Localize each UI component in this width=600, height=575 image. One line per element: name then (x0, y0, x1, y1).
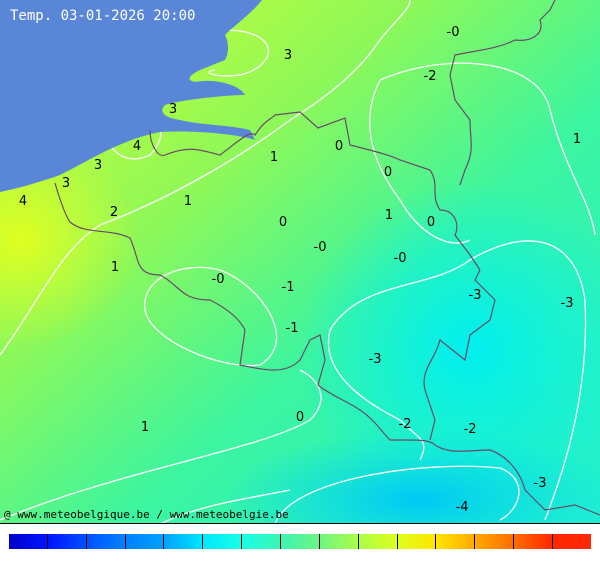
temperature-label: -2 (424, 69, 437, 84)
temperature-label: -2 (399, 417, 412, 432)
temperature-label: 1 (111, 260, 119, 275)
temperature-label: 3 (284, 48, 292, 63)
temperature-label: -0 (394, 251, 407, 266)
color-scale-segment (164, 534, 204, 549)
temperature-label: 4 (19, 194, 27, 209)
temperature-label: 1 (385, 208, 393, 223)
temperature-label: 4 (133, 139, 141, 154)
color-scale-bar (9, 534, 591, 549)
temperature-label: 0 (384, 165, 392, 180)
color-scale-segment (397, 534, 437, 549)
color-scale-segment (242, 534, 282, 549)
color-scale-segment (475, 534, 515, 549)
sea (0, 0, 262, 192)
temperature-label: -4 (456, 500, 469, 515)
color-scale-segment (281, 534, 320, 549)
color-scale-segment (203, 534, 243, 549)
temperature-label: -3 (369, 352, 382, 367)
temperature-label: -0 (212, 272, 225, 287)
temperature-labels: -0 -2 3 3 1 4 3 1 0 0 3 2 1 0 1 0 4 -0 -0 1 -0 -1 -3 -3 -1 -3 0 1 -2… (19, 25, 581, 515)
temperature-label: 3 (62, 176, 70, 191)
temperature-label: -3 (561, 296, 574, 311)
color-scale-segment (9, 534, 48, 549)
temperature-label: -3 (469, 288, 482, 303)
map-bottom-border (0, 523, 600, 524)
credit-text: @ www.meteobelgique.be / www.meteobelgie… (4, 508, 289, 521)
color-scale-segment (86, 534, 126, 549)
temperature-label: 2 (110, 205, 118, 220)
temperature-label: -1 (282, 280, 295, 295)
color-scale-segment (125, 534, 165, 549)
temperature-label: 1 (573, 132, 581, 147)
temperature-label: 1 (270, 150, 278, 165)
color-scale-segment (553, 534, 591, 549)
temperature-label: 0 (427, 215, 435, 230)
temperature-label: 0 (279, 215, 287, 230)
warm-zone (0, 130, 140, 350)
temperature-label: -3 (534, 476, 547, 491)
isolines (0, 0, 595, 524)
temperature-label: 1 (184, 194, 192, 209)
color-scale-segment (47, 534, 87, 549)
temperature-label: 3 (94, 158, 102, 173)
color-scale-segment (514, 534, 554, 549)
temperature-label: 0 (296, 410, 304, 425)
temperature-label: -0 (447, 25, 460, 40)
country-borders (54, 0, 600, 516)
color-scale-segment (436, 534, 476, 549)
temperature-label: -0 (314, 240, 327, 255)
color-scale-segment (358, 534, 398, 549)
temperature-label: 3 (169, 102, 177, 117)
temperature-label: 0 (335, 139, 343, 154)
color-scale-segment (319, 534, 359, 549)
temperature-label: 1 (141, 420, 149, 435)
temperature-label: -1 (286, 321, 299, 336)
map-title: Temp. 03-01-2026 20:00 (10, 8, 196, 24)
temperature-label: -2 (464, 422, 477, 437)
